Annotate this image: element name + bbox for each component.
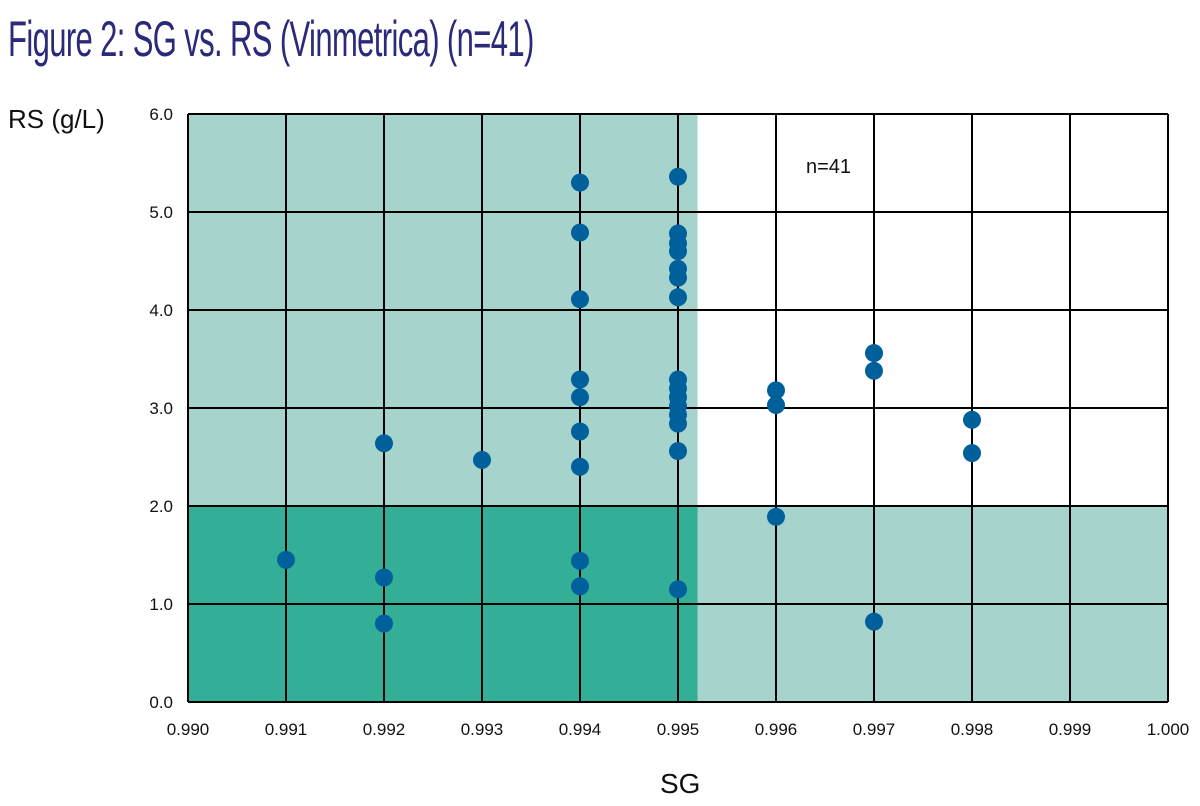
data-point [571, 388, 589, 407]
data-point [669, 242, 687, 261]
y-tick-label: 1.0 [149, 595, 173, 614]
data-point [473, 450, 491, 469]
y-tick-label: 4.0 [149, 301, 173, 320]
data-points [277, 167, 981, 633]
x-tick-label: 0.993 [461, 720, 504, 739]
data-point [669, 167, 687, 186]
data-point [669, 268, 687, 287]
data-point [571, 457, 589, 476]
data-point [571, 173, 589, 192]
x-tick-label: 1.000 [1147, 720, 1190, 739]
data-point [767, 381, 785, 400]
data-point [865, 361, 883, 380]
data-point [375, 568, 393, 587]
data-point [375, 434, 393, 453]
data-point [963, 444, 981, 463]
y-tick-label: 3.0 [149, 399, 173, 418]
y-tick-label: 5.0 [149, 203, 173, 222]
x-tick-label: 0.992 [363, 720, 406, 739]
data-point [277, 550, 295, 569]
x-tick-label: 0.996 [755, 720, 798, 739]
x-tick-label: 0.998 [951, 720, 994, 739]
data-point [669, 288, 687, 307]
data-point [571, 223, 589, 242]
data-point [571, 577, 589, 596]
y-tick-label: 2.0 [149, 497, 173, 516]
y-tick-label: 0.0 [149, 693, 173, 712]
data-point [865, 612, 883, 631]
data-point [669, 414, 687, 433]
x-tick-label: 0.990 [167, 720, 210, 739]
data-point [865, 344, 883, 363]
x-axis-label: SG [660, 768, 701, 799]
data-point [571, 370, 589, 389]
x-tick-label: 0.995 [657, 720, 700, 739]
data-point [767, 507, 785, 526]
data-point [669, 442, 687, 461]
n-annotation: n=41 [806, 156, 851, 178]
data-point [571, 551, 589, 570]
data-point [963, 410, 981, 429]
y-axis-label: RS (g/L) [8, 104, 105, 134]
axis-ticks: 0.990 0.991 0.992 0.993 0.994 0.995 0.996 0.997… [149, 105, 1189, 739]
data-point [571, 290, 589, 309]
x-tick-label: 0.994 [559, 720, 602, 739]
chart-title: Figure 2: SG vs. RS (Vinmetrica) (n=41) [8, 11, 534, 67]
y-tick-label: 6.0 [149, 105, 173, 124]
x-tick-label: 0.991 [265, 720, 308, 739]
x-tick-label: 0.997 [853, 720, 896, 739]
data-point [571, 422, 589, 441]
data-point [767, 396, 785, 415]
data-point [375, 614, 393, 633]
x-tick-label: 0.999 [1049, 720, 1092, 739]
data-point [669, 580, 687, 599]
